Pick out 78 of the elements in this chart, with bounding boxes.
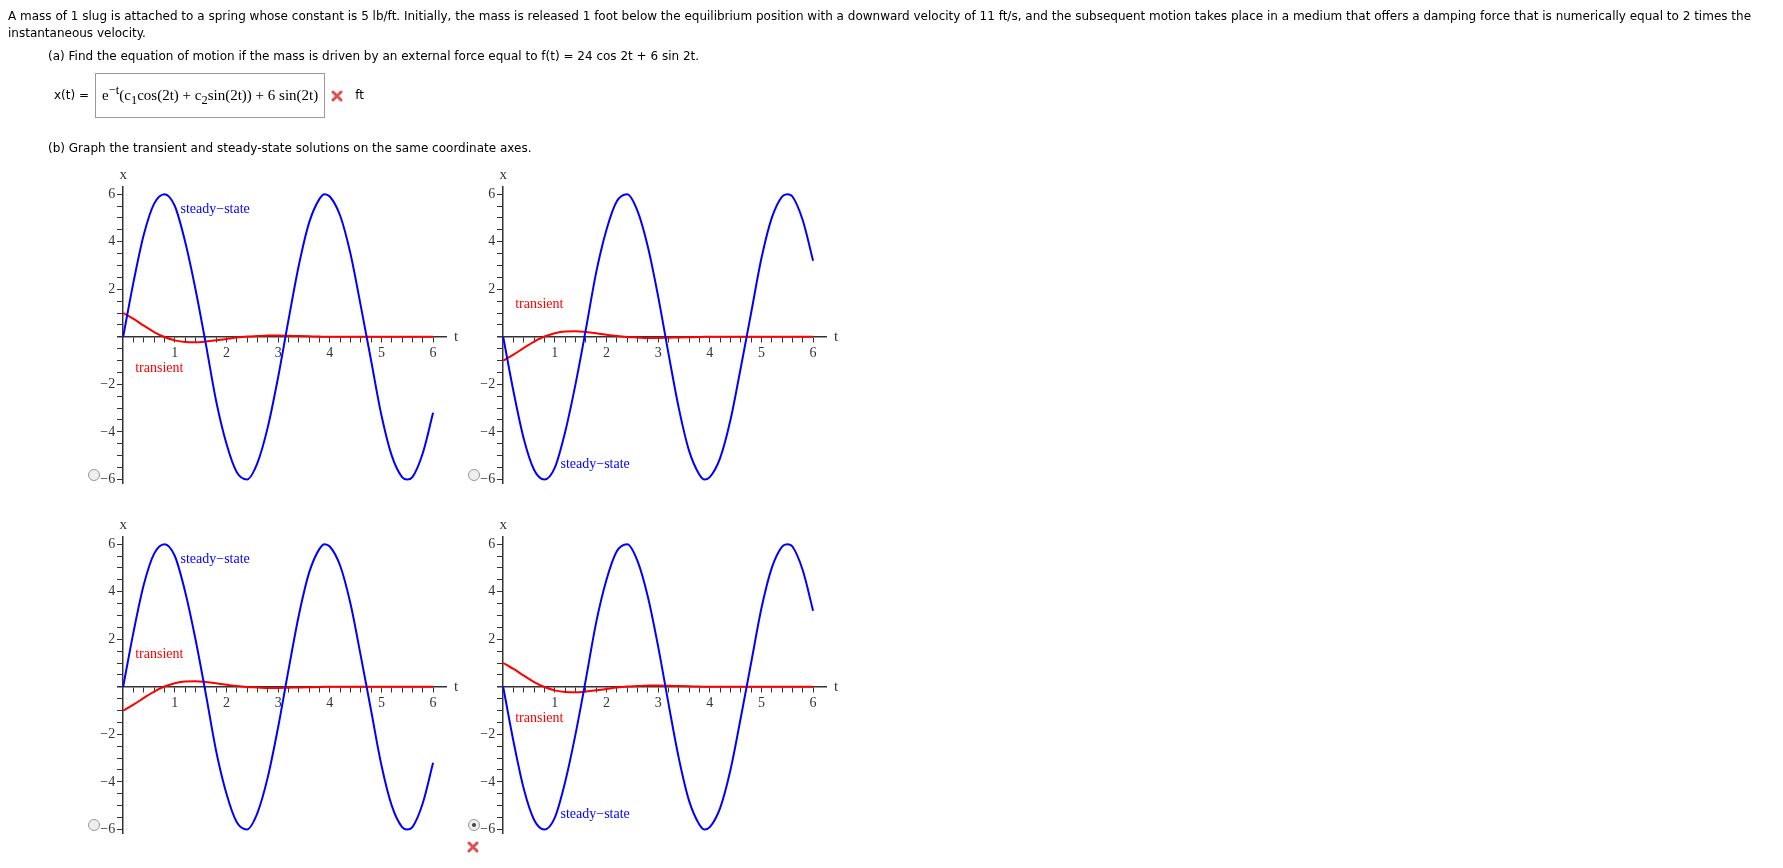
text: (a) Find the equation of motion if the mass is driven by an external force equal to f(t) = 24 cos 2t + 6 sin 2t. xyxy=(48,48,701,65)
line-series xyxy=(122,543,435,831)
x-tick-label: 6 xyxy=(809,694,817,710)
line-series xyxy=(502,193,815,481)
x-tick-label: 4 xyxy=(326,344,334,360)
y-tick-label: 6 xyxy=(108,535,116,551)
x-tick-label: 1 xyxy=(171,344,179,360)
y-tick-label: 2 xyxy=(108,280,116,296)
x-tick-label: 2 xyxy=(222,344,230,360)
x-tick-label: 3 xyxy=(654,694,662,710)
line-series xyxy=(502,543,815,831)
x-tick-label: 2 xyxy=(602,344,610,360)
series-label: steady−state xyxy=(560,806,630,822)
y-tick-label: 2 xyxy=(488,630,496,646)
line-series xyxy=(122,312,435,344)
y-tick-label: −2 xyxy=(480,376,496,392)
x-tick-label: 1 xyxy=(171,694,179,710)
x-tick-label: 6 xyxy=(429,344,437,360)
y-tick-label: −4 xyxy=(480,423,496,439)
y-tick-label: 6 xyxy=(488,535,496,551)
x-tick-label: 1 xyxy=(551,694,559,710)
text: e$^{−t}$(c$_{1}$cos(2t) + c$_{2}$sin(2t)) + 6 sin(2t) xyxy=(95,73,326,118)
y-tick-label: 4 xyxy=(108,583,116,599)
x-tick-label: 4 xyxy=(326,694,334,710)
y-axis-title: x xyxy=(119,516,128,533)
line-series xyxy=(502,662,815,694)
x-axis-title: t xyxy=(454,677,459,694)
x-axis-title: t xyxy=(834,327,839,344)
x-tick-label: 5 xyxy=(757,344,765,360)
text: A mass of 1 slug is attached to a spring whose constant is 5 lb/ft. Initially, the mass is released 1 foot below the equilibrium position with a downward velocity of 11 ft/s, and the subsequent motion takes place in a medium that offers a damping force that is numerically equal to 2 times the instantaneous velocity. xyxy=(8,8,1753,42)
y-tick-label: 4 xyxy=(488,233,496,249)
series-label: steady−state xyxy=(560,456,630,472)
y-tick-label: −6 xyxy=(100,471,116,487)
x-tick-label: 3 xyxy=(654,344,662,360)
y-tick-label: −6 xyxy=(100,821,116,837)
x-tick-label: 5 xyxy=(757,694,765,710)
text: (b) Graph the transient and steady-state solutions on the same coordinate axes. xyxy=(48,140,533,157)
x-tick-label: 4 xyxy=(706,344,714,360)
line-series xyxy=(122,193,435,481)
x-tick-label: 6 xyxy=(809,344,817,360)
y-axis-title: x xyxy=(499,166,508,183)
text: x(t) = xyxy=(54,87,90,104)
y-tick-label: −4 xyxy=(480,773,496,789)
y-tick-label: −2 xyxy=(480,726,496,742)
x-tick-label: 6 xyxy=(429,694,437,710)
y-axis-title: x xyxy=(499,516,508,533)
series-label: transient xyxy=(515,296,564,312)
y-tick-label: 2 xyxy=(488,280,496,296)
x-tick-label: 2 xyxy=(602,694,610,710)
x-tick-label: 3 xyxy=(274,344,282,360)
y-tick-label: −6 xyxy=(480,821,496,837)
series-label: steady−state xyxy=(180,550,250,566)
line-series xyxy=(122,680,435,712)
y-axis-title: x xyxy=(119,166,128,183)
x-tick-label: 1 xyxy=(551,344,559,360)
y-tick-label: 6 xyxy=(488,185,496,201)
y-tick-label: −4 xyxy=(100,423,116,439)
series-label: steady−state xyxy=(180,200,250,216)
line-series xyxy=(502,330,815,362)
text: ft xyxy=(355,87,364,104)
x-tick-label: 5 xyxy=(377,694,385,710)
x-axis-title: t xyxy=(454,327,459,344)
y-tick-label: 6 xyxy=(108,185,116,201)
y-tick-label: −2 xyxy=(100,376,116,392)
y-tick-label: −4 xyxy=(100,773,116,789)
series-label: transient xyxy=(515,710,564,726)
x-tick-label: 3 xyxy=(274,694,282,710)
series-label: transient xyxy=(135,646,184,662)
x-tick-label: 4 xyxy=(706,694,714,710)
y-tick-label: −2 xyxy=(100,726,116,742)
y-tick-label: −6 xyxy=(480,471,496,487)
series-label: transient xyxy=(135,360,184,376)
y-tick-label: 4 xyxy=(488,583,496,599)
x-tick-label: 5 xyxy=(377,344,385,360)
y-tick-label: 4 xyxy=(108,233,116,249)
y-tick-label: 2 xyxy=(108,630,116,646)
x-tick-label: 2 xyxy=(222,694,230,710)
x-axis-title: t xyxy=(834,677,839,694)
